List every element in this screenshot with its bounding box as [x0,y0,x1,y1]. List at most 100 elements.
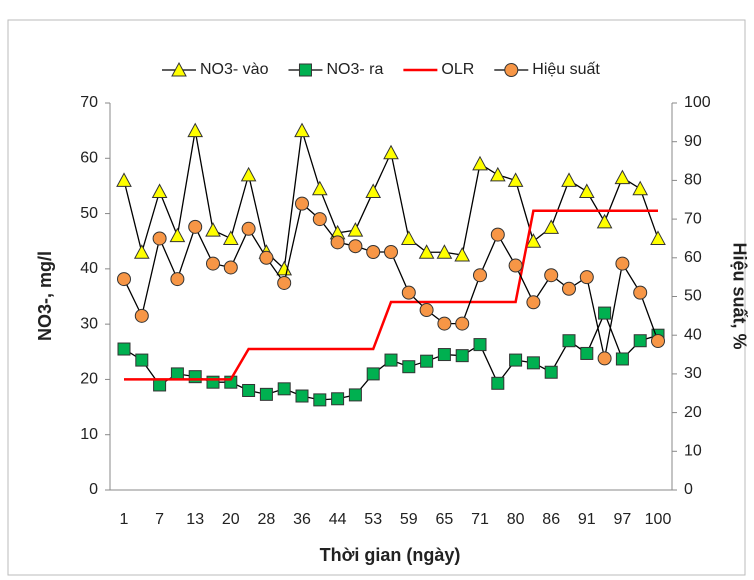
triangle-marker [365,183,382,198]
circle-marker [455,316,470,331]
square-marker [277,382,291,396]
y2-tick-label: 70 [684,210,702,227]
x-tick-label: 80 [507,511,525,528]
square-marker [420,354,434,368]
triangle-marker [632,180,649,196]
square-marker [402,360,416,374]
series-line [124,209,658,381]
triangle-marker [489,166,506,182]
square-marker [313,393,327,407]
circle-marker [384,244,398,259]
y-tick-label: 70 [80,94,98,111]
square-marker [437,348,451,362]
circle-marker [579,270,594,285]
triangle-marker [151,183,168,198]
triangle-marker [311,180,328,196]
triangle-marker [222,230,239,245]
y2-tick-label: 30 [684,365,702,382]
circle-marker [117,272,131,287]
triangle-marker [400,230,417,245]
circle-marker [277,275,292,290]
circle-marker [490,227,505,242]
y2-tick-label: 90 [684,133,702,150]
x-tick-label: 59 [400,511,418,528]
square-marker [188,370,202,384]
triangle-marker [171,61,187,77]
x-tick-label: 28 [258,511,276,528]
legend-label: NO3- ra [326,61,383,78]
circle-marker [504,63,519,77]
y2-tick-label: 60 [684,249,702,266]
circle-marker [295,196,309,211]
x-tick-label: 44 [329,511,347,528]
x-tick-label: 1 [120,511,129,528]
triangle-marker [436,244,453,259]
square-marker [455,349,469,363]
square-marker [366,367,380,381]
triangle-marker [169,227,186,243]
circle-marker [651,334,665,349]
circle-marker [330,235,345,250]
y-tick-label: 50 [80,205,98,222]
square-marker [526,356,540,370]
circle-marker [544,268,559,283]
square-marker [170,367,184,381]
y2-tick-label: 50 [684,288,702,305]
circle-marker [562,281,576,296]
square-marker [615,352,629,366]
square-marker [206,375,220,389]
triangle-marker [205,222,221,237]
triangle-marker [133,244,150,259]
y2-axis-title: Hiệu suất, % [729,242,749,349]
triangle-marker [596,213,613,229]
circle-marker [437,316,452,331]
triangle-marker [418,244,435,259]
circle-marker [134,308,149,323]
y2-tick-label: 20 [684,404,702,421]
circle-marker [508,258,523,273]
square-marker [117,342,131,356]
triangle-marker [525,233,542,248]
triangle-marker [578,183,595,198]
x-tick-label: 65 [436,511,454,528]
legend-label: Hiệu suất [532,61,600,78]
circle-marker [597,351,612,366]
circle-marker [170,272,185,287]
circle-marker [206,256,220,271]
y-tick-label: 20 [80,371,98,388]
triangle-marker [240,166,257,182]
square-marker [562,334,576,348]
circle-marker [615,256,630,271]
square-marker [491,376,505,390]
triangle-marker [187,122,204,138]
square-marker [295,389,309,403]
triangle-marker [347,222,364,237]
y-tick-label: 30 [80,315,98,332]
triangle-marker [614,169,631,185]
x-tick-label: 91 [578,511,596,528]
circle-marker [419,303,434,318]
triangle-marker [294,122,310,138]
circle-marker [152,231,167,246]
y-tick-label: 0 [89,481,98,498]
square-marker [633,334,647,348]
x-tick-label: 53 [364,511,382,528]
x-tick-label: 13 [186,511,204,528]
y2-tick-label: 40 [684,326,702,343]
square-marker [331,392,345,406]
square-marker [298,63,312,77]
x-tick-label: 71 [471,511,489,528]
y2-tick-label: 10 [684,443,702,460]
circle-marker [633,285,648,300]
square-marker [135,353,149,367]
square-marker [598,306,612,320]
circle-marker [312,212,327,227]
x-tick-label: 20 [222,511,240,528]
triangle-marker [383,144,399,160]
x-tick-label: 36 [293,511,311,528]
circle-marker [401,285,416,300]
circle-marker [526,295,541,310]
square-marker [384,353,398,367]
circle-marker [473,268,487,283]
x-axis-title: Thời gian (ngày) [320,545,461,565]
